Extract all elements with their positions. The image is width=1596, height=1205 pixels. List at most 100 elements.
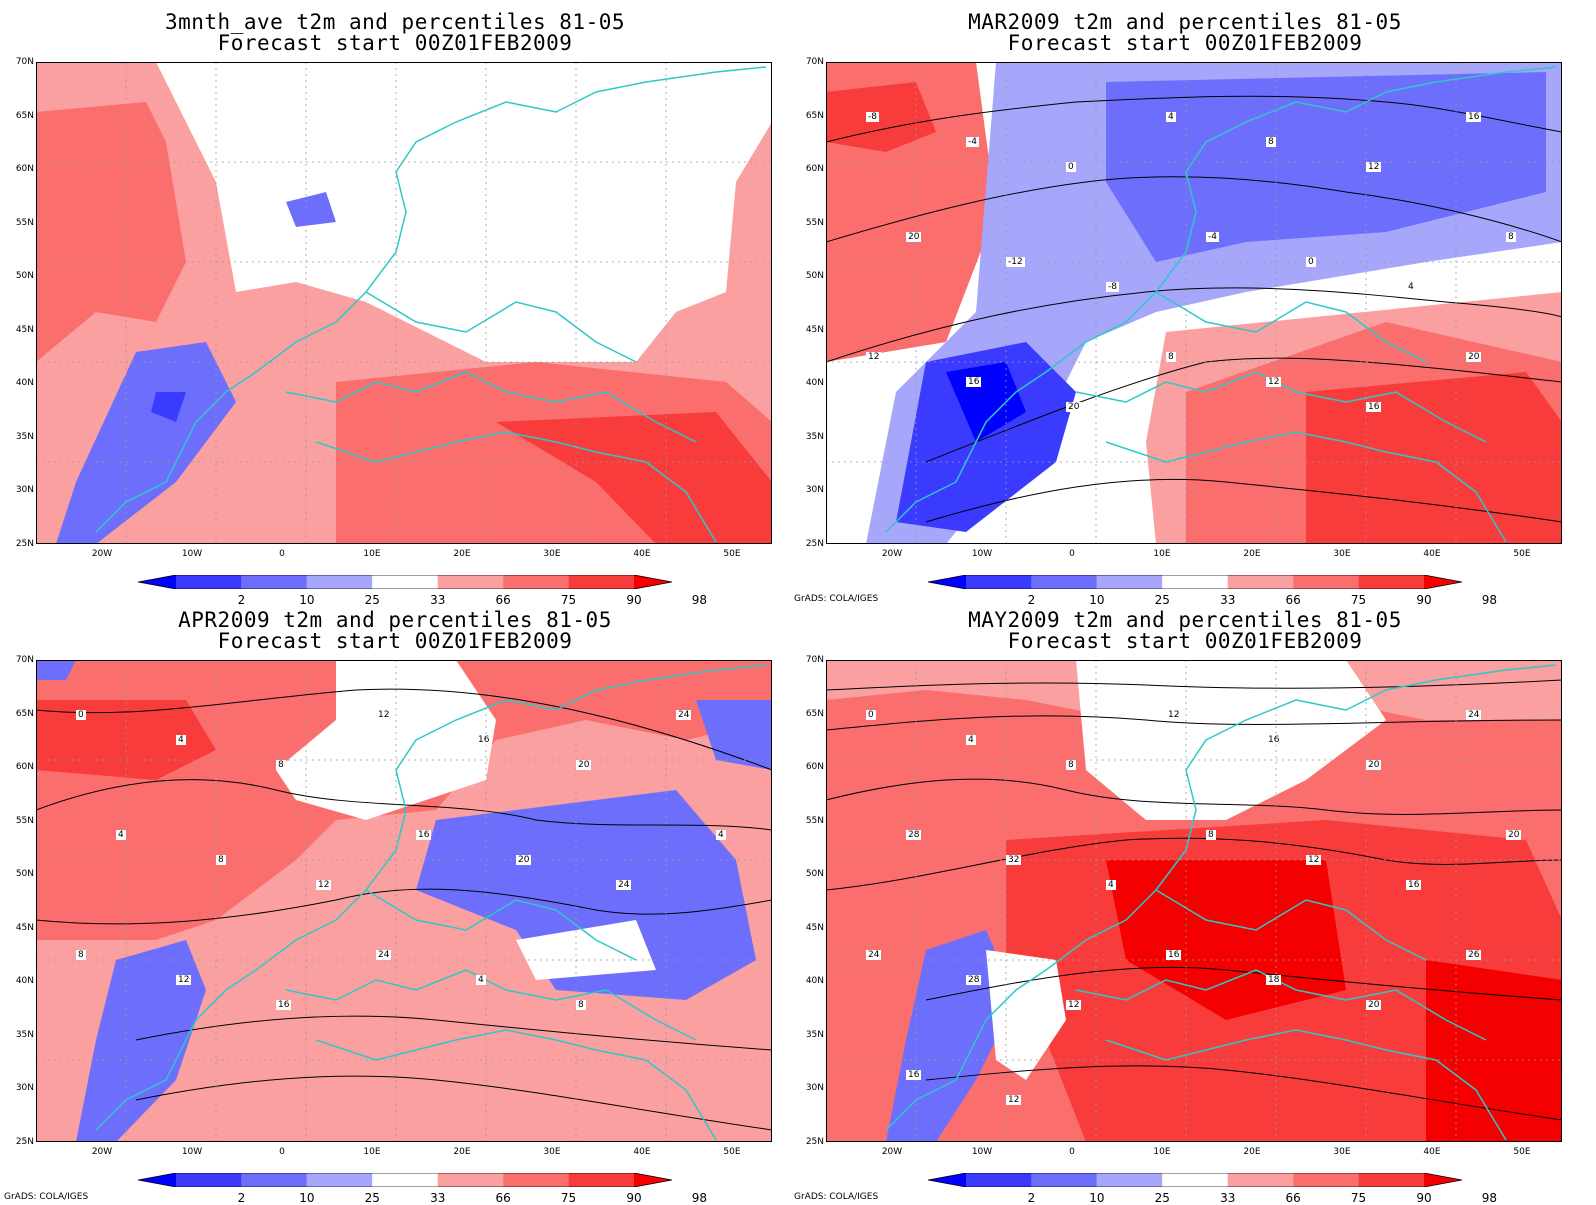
latitude-label: 55N (805, 815, 824, 826)
longitude-label: 20W (881, 549, 903, 559)
contour-label: 8 (1166, 352, 1176, 362)
shade-below (886, 930, 1016, 1142)
latitude-label: 35N (805, 1029, 824, 1040)
contour-label: 24 (616, 880, 632, 890)
contour-label: 24 (376, 950, 392, 960)
shade-much-above (1306, 372, 1562, 544)
coastlines (885, 664, 1557, 1141)
colorbar-label: 33 (1220, 1191, 1236, 1205)
contours (826, 95, 1562, 523)
latitude-label: 50N (805, 271, 824, 282)
colorbar-segment (176, 1173, 242, 1187)
gridlines (36, 62, 772, 544)
contour-label: 16 (1466, 112, 1482, 122)
colorbar-segment (306, 1173, 373, 1187)
colorbar-segment (372, 575, 438, 589)
colorbar-label: 66 (495, 1191, 511, 1205)
longitude-label: 10W (971, 1147, 993, 1157)
colorbar-segment (1096, 575, 1163, 589)
colorbar-segment (568, 575, 634, 589)
contour-label: 28 (966, 975, 982, 985)
contour-label: 32 (1006, 855, 1022, 865)
contour-label: 4 (966, 735, 976, 745)
contour-label: 8 (1506, 232, 1516, 242)
latitude-label: 60N (15, 762, 34, 773)
colorbar-segment (176, 575, 242, 589)
latitude-label: 65N (805, 110, 824, 121)
colorbar-label: 25 (1154, 1191, 1170, 1205)
longitude-label: 30E (1333, 549, 1351, 559)
shade-below (56, 342, 236, 544)
colorbar-label: 10 (1089, 593, 1105, 607)
contour-label: 8 (1066, 760, 1076, 770)
colorbar-label: 90 (1416, 593, 1432, 607)
longitude-label: 20E (453, 549, 471, 559)
contour-label: 8 (1206, 830, 1216, 840)
gridlines (36, 660, 772, 1142)
panel-subtitle: Forecast start 00Z01FEB2009 (1007, 629, 1363, 653)
shade-normal (276, 660, 496, 820)
latitude-label: 45N (805, 922, 824, 933)
longitude-label: 0 (1069, 549, 1075, 559)
colorbar-segment (503, 575, 569, 589)
colorbar-label: 10 (299, 593, 315, 607)
latitude-label: 60N (805, 164, 824, 175)
map-frame (36, 660, 772, 1142)
latitude-label: 40N (805, 378, 824, 389)
longitude-label: 10E (363, 1147, 381, 1157)
contour-label: 16 (906, 1070, 922, 1080)
panel-3month-average: 3mnth_ave t2m and percentiles 81-05 Fore… (0, 0, 790, 606)
map-frame (826, 62, 1562, 544)
latitude-label: 70N (15, 655, 34, 665)
contour-label: 16 (416, 830, 432, 840)
latitude-label: 45N (805, 324, 824, 335)
shade-above (36, 102, 186, 362)
shade-below (696, 700, 772, 770)
colorbar-segment (437, 1173, 504, 1187)
contour-label: -4 (966, 137, 979, 147)
contour-label: 24 (866, 950, 882, 960)
colorbar-label: 75 (1350, 593, 1367, 607)
colorbar-label: 25 (364, 593, 380, 607)
shade-extreme-above (1426, 960, 1562, 1142)
contour-label: 16 (276, 1000, 292, 1010)
colorbar-segment (1031, 575, 1097, 589)
contour-label: 26 (1466, 950, 1482, 960)
longitude-label: 20W (91, 1147, 113, 1157)
panel-may2009: MAY2009 t2m and percentiles 81-05 Foreca… (790, 598, 1580, 1204)
longitude-label: 20E (1243, 1147, 1261, 1157)
longitude-label: 10E (363, 549, 381, 559)
colorbar-label: 33 (430, 1191, 446, 1205)
longitude-label: 30E (1333, 1147, 1351, 1157)
latitude-label: 55N (15, 815, 34, 826)
shade-normal (516, 920, 656, 980)
colorbar-min-arrow (138, 1173, 176, 1187)
colorbar-label: 66 (495, 593, 511, 607)
latitude-label: 25N (805, 539, 824, 549)
contour-label: 20 (1366, 1000, 1382, 1010)
gridlines (826, 62, 1562, 544)
contour-label: 20 (1066, 402, 1082, 412)
colorbar-label: 98 (1481, 1191, 1498, 1205)
colorbar (928, 1173, 1462, 1187)
colorbar-max-arrow (1424, 1173, 1462, 1187)
percentile-shading-map (826, 660, 1562, 1142)
credit-text: GrADS: COLA/IGES (4, 1192, 89, 1202)
longitude-label: 40E (1423, 549, 1441, 559)
contour-label: 4 (176, 735, 186, 745)
colorbar-segment (966, 1173, 1032, 1187)
latitude-label: 60N (15, 164, 34, 175)
contour-label: 20 (906, 232, 922, 242)
panel-title: 3mnth_ave t2m and percentiles 81-05 (164, 10, 625, 34)
shade-much-above (826, 82, 936, 152)
contour-label: 16 (1406, 880, 1422, 890)
contour-label: 20 (576, 760, 592, 770)
percentile-shading-map (36, 62, 772, 544)
longitude-label: 20W (91, 549, 113, 559)
latitude-label: 35N (805, 431, 824, 442)
gridlines (826, 660, 1562, 1142)
credit-text: GrADS: COLA/IGES (794, 1192, 879, 1202)
contour-label: 18 (1266, 975, 1282, 985)
longitude-label: 40E (633, 549, 651, 559)
colorbar-label: 98 (1481, 593, 1498, 607)
